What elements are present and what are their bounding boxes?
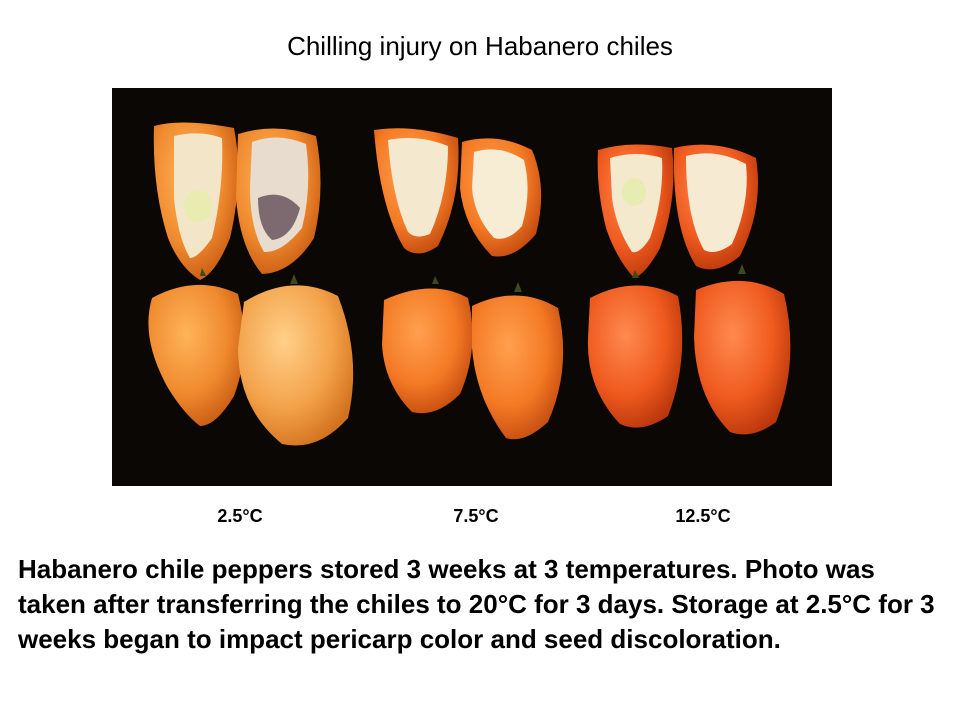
temp-label-2-5: 2.5°C	[217, 506, 263, 526]
whole-pepper-2-5-left	[148, 268, 245, 426]
halved-pepper-12-5-right	[673, 144, 758, 270]
halved-pepper-2-5-left	[153, 122, 239, 280]
temp-label-7-5: 7.5°C	[453, 506, 499, 526]
whole-pepper-12-5-left	[587, 270, 683, 428]
whole-pepper-2-5-right	[238, 274, 354, 446]
slide-title: Chilling injury on Habanero chiles	[287, 31, 673, 61]
whole-pepper-7-5-left	[382, 276, 473, 414]
whole-pepper-12-5-right	[694, 264, 791, 435]
whole-pepper-7-5-right	[472, 282, 564, 440]
temp-label-12-5: 12.5°C	[675, 506, 731, 526]
habanero-photo	[112, 88, 832, 486]
slide-caption: Habanero chile peppers stored 3 weeks at…	[18, 554, 935, 654]
halved-pepper-7-5-right	[460, 138, 542, 257]
halved-pepper-12-5-left	[597, 144, 674, 278]
habanero-photo-illustration	[148, 122, 791, 446]
halved-pepper-7-5-left	[374, 128, 459, 254]
halved-pepper-2-5-right	[236, 128, 321, 274]
